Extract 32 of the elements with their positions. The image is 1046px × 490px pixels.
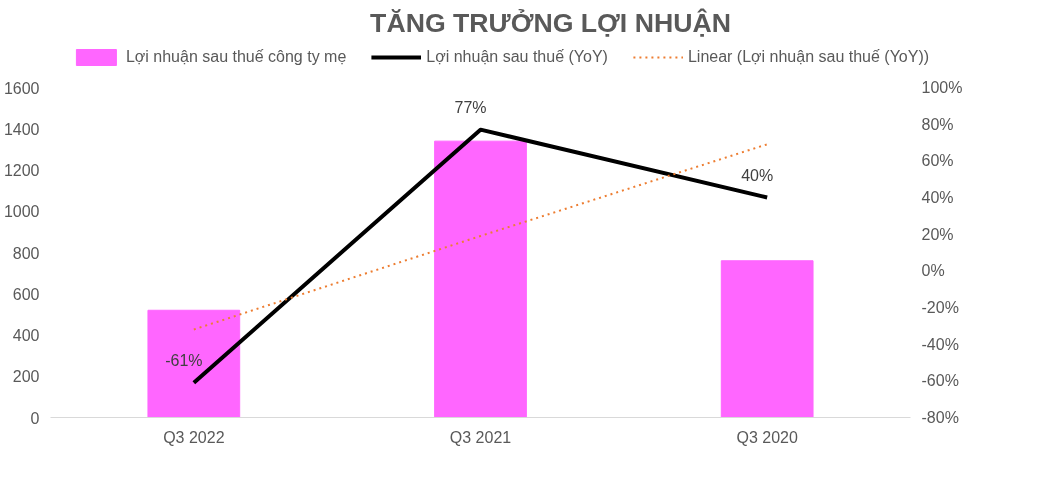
y2-tick-label: -20%: [921, 299, 959, 316]
y-tick-label: 600: [12, 285, 40, 303]
x-tick-label: Q3 2021: [449, 428, 512, 446]
y-tick-label: 1200: [3, 162, 40, 179]
bar: [720, 260, 814, 418]
chart-title: TĂNG TRƯỞNG LỢI NHUẬN: [370, 7, 731, 38]
legend-label: Linear (Lợi nhuận sau thuế (YoY)): [687, 48, 930, 66]
x-tick-label: Q3 2020: [736, 428, 798, 446]
y-tick-label: 0: [30, 409, 40, 427]
legend-label: Lợi nhuận sau thuế công ty mẹ: [125, 48, 347, 66]
y-tick-label: 800: [12, 244, 40, 262]
y-tick-label: 200: [12, 368, 40, 386]
y2-tick-label: -60%: [921, 372, 959, 390]
y2-tick-label: 40%: [921, 189, 954, 206]
y2-tick-label: -80%: [921, 409, 959, 426]
data-label: 77%: [454, 98, 487, 116]
y2-tick-label: 20%: [921, 225, 954, 243]
y2-tick-label: 100%: [921, 79, 963, 96]
bar: [434, 140, 527, 418]
legend-label: Lợi nhuận sau thuế (YoY): [426, 48, 608, 66]
y2-tick-label: -40%: [921, 335, 959, 353]
data-label: 40%: [741, 166, 774, 184]
y-tick-label: 1000: [3, 203, 40, 221]
y-tick-label: 400: [12, 327, 40, 344]
y2-tick-label: 80%: [921, 115, 954, 133]
bar: [147, 309, 241, 418]
x-tick-label: Q3 2022: [163, 428, 225, 446]
data-label: -61%: [165, 351, 203, 369]
y-tick-label: 1600: [3, 79, 40, 97]
y2-tick-label: 0%: [921, 262, 945, 280]
y-tick-label: 1400: [3, 120, 40, 138]
y2-tick-label: 60%: [921, 152, 954, 170]
